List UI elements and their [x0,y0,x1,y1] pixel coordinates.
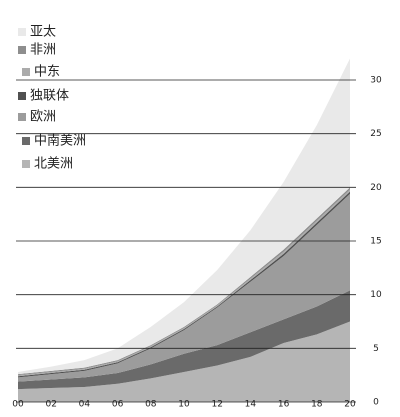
area [18,290,350,390]
legend-label: 非洲 [30,43,56,58]
x-tick-label: 18 [311,400,323,410]
y-tick-label: 10 [370,290,382,300]
area [18,321,350,402]
area [18,193,350,382]
legend-label: 中东 [34,65,60,80]
x-tick-label: 04 [79,400,91,410]
x-tick-label: 00 [12,400,24,410]
legend-label: 亚太 [30,25,56,40]
x-tick-label: 06 [112,400,124,410]
legend-swatch [22,160,30,168]
x-tick-label: 20 [344,400,356,410]
area [18,58,350,375]
x-tick-label: 08 [145,400,157,410]
legend-label: 中南美洲 [34,133,86,149]
y-tick-label: 15 [370,237,381,247]
legend-swatch [22,68,30,76]
y-tick-label: 25 [370,129,381,139]
legend-swatch [18,92,26,100]
legend-label: 欧洲 [30,110,56,125]
legend-label: 独联体 [30,89,69,104]
y-tick-label: 0 [373,398,379,408]
x-tick-label: 14 [245,400,257,410]
x-tick-label: 02 [45,400,56,410]
x-tick-label: 12 [211,400,222,410]
legend-label: 北美洲 [34,157,73,172]
x-tick-label: 10 [178,400,190,410]
legend-swatch [22,137,30,145]
legend-swatch [18,28,26,36]
legend-swatch [18,113,26,121]
y-tick-label: 30 [370,76,382,86]
y-tick-label: 20 [370,183,382,193]
y-tick-label: 5 [373,344,379,354]
legend-swatch [18,46,26,54]
x-tick-label: 16 [278,400,290,410]
